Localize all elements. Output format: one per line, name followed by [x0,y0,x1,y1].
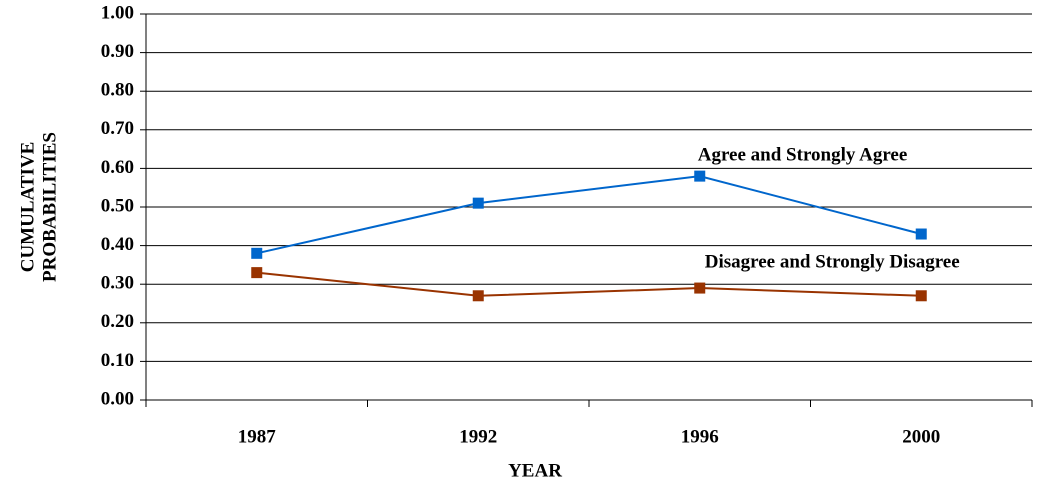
y-tick-label: 0.00 [101,388,134,409]
y-tick-label: 0.20 [101,311,134,332]
y-axis-title-line: CUMULATIVE [17,142,38,273]
y-tick-label: 0.90 [101,41,134,62]
y-tick-label: 0.30 [101,273,134,294]
y-axis-title: CUMULATIVE PROBABILITIES [17,132,60,282]
y-tick-label: 0.70 [101,118,134,139]
marker [694,282,706,294]
x-tick-label: 1992 [459,426,497,447]
y-tick-label: 1.00 [101,2,134,23]
x-axis-title: YEAR [508,460,562,481]
y-tick-label: 0.40 [101,234,134,255]
y-axis-title-line: PROBABILITIES [39,132,60,282]
marker [251,247,263,259]
series-label: Agree and Strongly Agree [698,144,908,165]
marker [915,290,927,302]
y-tick-label: 0.60 [101,157,134,178]
series-line [256,175,922,255]
y-tick-label: 0.50 [101,195,134,216]
series-label: Disagree and Strongly Disagree [705,251,960,272]
marker [915,228,927,240]
y-tick-label: 0.80 [101,80,134,101]
marker [472,197,484,209]
marker [472,290,484,302]
y-tick-label: 0.10 [101,350,134,371]
x-tick-label: 1996 [681,426,719,447]
marker [694,170,706,182]
marker [251,267,263,279]
series-line [256,271,922,297]
x-tick-label: 1987 [238,426,277,447]
x-tick-label: 2000 [902,426,940,447]
